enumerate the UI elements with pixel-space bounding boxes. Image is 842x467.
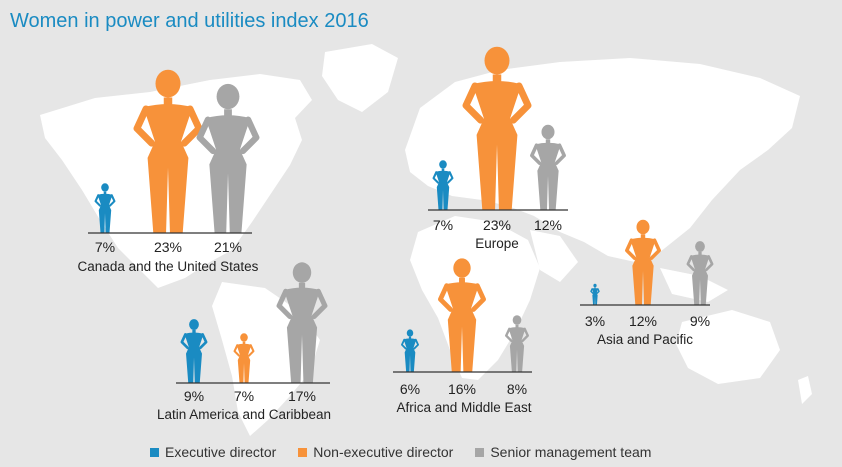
legend-label: Senior management team [490, 444, 652, 460]
region-group-latin-america-and-caribbean: 9% 7% 17% Latin America and Caribbean [157, 262, 331, 422]
figure-senior-management-team-africa-and-middle-east [505, 315, 529, 372]
region-group-europe: 7% 23% 12% Europe [428, 46, 568, 251]
value-label: 9% [184, 388, 204, 404]
chart-title: Women in power and utilities index 2016 [10, 10, 369, 32]
value-label: 7% [433, 217, 453, 233]
value-label: 12% [534, 217, 562, 233]
figure-senior-management-team-asia-and-pacific [686, 241, 714, 305]
value-label: 21% [214, 239, 242, 255]
figure-executive-director-africa-and-middle-east [401, 329, 419, 372]
region-label: Africa and Middle East [396, 400, 531, 415]
legend: Executive director Non-executive director… [150, 444, 651, 460]
value-label: 6% [400, 381, 420, 397]
region-label: Europe [475, 236, 519, 251]
legend-label: Non-executive director [313, 444, 454, 460]
figure-non-executive-director-asia-and-pacific [625, 219, 661, 305]
region-label: Canada and the United States [78, 259, 259, 274]
value-label: 23% [154, 239, 182, 255]
legend-label: Executive director [165, 444, 277, 460]
value-label: 8% [507, 381, 527, 397]
region-label: Latin America and Caribbean [157, 407, 331, 422]
value-label: 17% [288, 388, 316, 404]
legend-item-non-executive-director: Non-executive director [298, 444, 453, 460]
legend-item-executive-director: Executive director [150, 444, 276, 460]
value-label: 7% [95, 239, 115, 255]
figure-executive-director-canada-and-the-united-states [94, 183, 116, 233]
value-label: 7% [234, 388, 254, 404]
region-group-asia-and-pacific: 3% 12% 9% Asia and Pacific [580, 219, 714, 347]
figure-senior-management-team-canada-and-the-united-states [196, 83, 260, 233]
figure-executive-director-europe [432, 160, 454, 210]
region-group-africa-and-middle-east: 6% 16% 8% Africa and Middle East [393, 258, 532, 415]
figure-non-executive-director-europe [462, 46, 532, 210]
region-group-canada-and-the-united-states: 7% 23% 21% Canada and the United States [78, 69, 260, 274]
figure-non-executive-director-latin-america-and-caribbean [233, 333, 255, 383]
figure-non-executive-director-africa-and-middle-east [438, 258, 486, 372]
value-label: 9% [690, 313, 710, 329]
figure-executive-director-asia-and-pacific [590, 283, 600, 305]
value-label: 12% [629, 313, 657, 329]
region-label: Asia and Pacific [597, 332, 693, 347]
legend-item-senior-management-team: Senior management team [475, 444, 651, 460]
figure-non-executive-director-canada-and-the-united-states [133, 69, 203, 233]
legend-swatch [298, 447, 308, 457]
figure-executive-director-latin-america-and-caribbean [180, 319, 208, 383]
legend-swatch [475, 447, 485, 457]
value-label: 3% [585, 313, 605, 329]
legend-swatch [150, 447, 159, 457]
value-label: 23% [483, 217, 511, 233]
figure-senior-management-team-europe [530, 124, 566, 210]
figure-senior-management-team-latin-america-and-caribbean [276, 262, 328, 383]
value-label: 16% [448, 381, 476, 397]
